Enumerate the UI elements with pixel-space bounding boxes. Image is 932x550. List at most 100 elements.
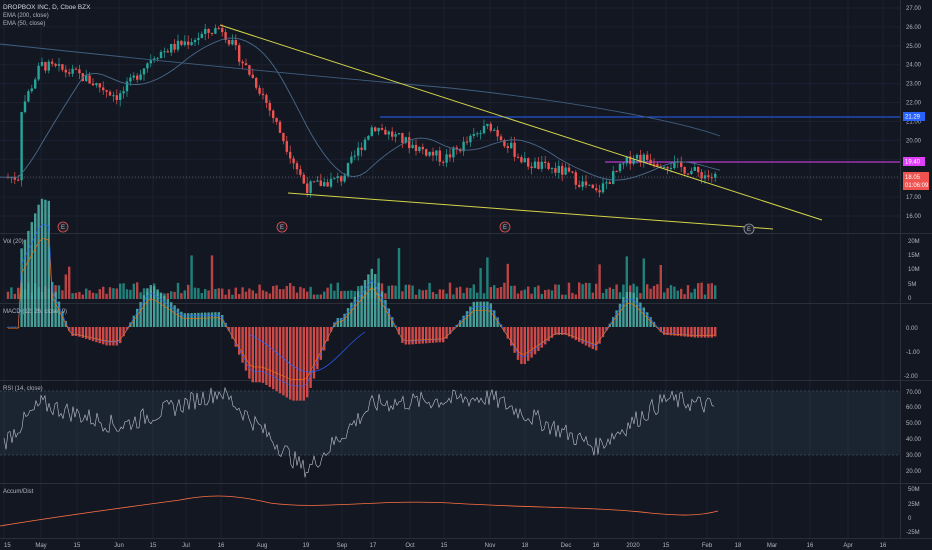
candlestick-series <box>6 23 717 198</box>
volume-bar <box>710 283 713 299</box>
macd-hist-bar <box>387 308 390 327</box>
volume-bar <box>425 289 428 299</box>
candle-body <box>635 154 639 159</box>
macd-hist-bar <box>102 327 105 345</box>
macd-axis: 0.00 -1.00 -2.00 <box>904 326 920 380</box>
macd-hist-bar <box>204 312 207 327</box>
macd-hist-bar <box>193 312 197 327</box>
chart-title[interactable]: DROPBOX INC, D, Cboe BZX <box>3 4 91 11</box>
earnings-markers[interactable]: E E E E <box>57 221 755 235</box>
volume-bar <box>190 255 193 299</box>
candle-body <box>285 141 288 152</box>
macd-hist-bar <box>180 311 183 327</box>
volume-bar <box>574 294 577 299</box>
lower-trendline[interactable] <box>287 192 774 230</box>
candle-body <box>187 41 190 45</box>
price-axis-label: 24.00 <box>906 63 922 69</box>
volume-bar <box>299 286 302 299</box>
volume-bar <box>289 283 292 299</box>
rsi-axis-label: 50.00 <box>906 421 922 427</box>
time-axis-label: 17 <box>370 543 377 549</box>
price-tags: 21.29 19.40 18.05 01:06:09 <box>903 112 929 190</box>
candle-body <box>6 177 10 179</box>
volume-bar <box>183 290 186 299</box>
candle-body <box>197 37 200 41</box>
volume-bar <box>380 283 384 299</box>
volume-bar <box>639 293 642 299</box>
candle-body <box>384 129 387 135</box>
accum-axis-label: 50M <box>908 487 920 493</box>
earnings-marker-4[interactable] <box>743 223 755 235</box>
candle-body <box>462 141 465 152</box>
candle-body <box>275 118 278 122</box>
macd-pane-title[interactable]: MACD (12, 26, close, 9) <box>3 309 67 315</box>
volume-bar <box>401 291 404 299</box>
volume-bar <box>350 290 353 299</box>
time-axis[interactable]: 15 May 15 Jun 15 Jul 16 Aug 19 Sep 17 Oct 15 Nov 18 Dec… <box>4 543 887 549</box>
volume-bar <box>489 286 492 299</box>
candle-body <box>299 169 302 175</box>
candle-body <box>309 181 312 193</box>
macd-hist-bar <box>421 327 424 344</box>
volume-bar <box>506 263 509 299</box>
upper-trendline[interactable] <box>219 24 823 221</box>
macd-hist-bar <box>91 327 95 342</box>
earnings-marker-2[interactable] <box>276 221 288 233</box>
candle-body <box>289 151 292 159</box>
macd-hist-bar <box>214 312 217 327</box>
macd-hist-bar <box>255 327 258 383</box>
countdown-tag-text: 01:06:09 <box>905 183 929 189</box>
candle-body <box>445 154 448 163</box>
macd-hist-bar <box>326 327 329 342</box>
accum-pane-title[interactable]: Accum/Dist <box>3 489 34 495</box>
macd-hist-bar <box>176 308 180 327</box>
candle-body <box>431 151 435 156</box>
macd-hist-bar <box>34 213 37 327</box>
volume-bar <box>166 293 169 299</box>
macd-hist-bar <box>686 327 690 337</box>
macd-hist-bar <box>663 327 666 335</box>
volume-bar <box>285 285 288 299</box>
rsi-line <box>3 386 715 478</box>
volume-bar <box>295 292 299 299</box>
vol-axis-label: 20M <box>908 239 920 245</box>
ema200-label[interactable]: EMA (200, close) <box>3 13 49 19</box>
macd-hist-bar <box>676 327 679 336</box>
volume-bar <box>516 293 520 299</box>
macd-hist-bar <box>68 327 71 331</box>
volume-bar <box>659 265 662 299</box>
candle-body <box>523 158 526 163</box>
level-blue-tag <box>903 112 925 121</box>
volume-bar <box>663 292 666 299</box>
volume-bar <box>455 287 458 299</box>
candle-body <box>316 180 319 182</box>
candle-body <box>156 58 159 60</box>
volume-bar <box>428 282 431 299</box>
volume-bar <box>275 285 278 299</box>
volume-bar <box>646 284 649 299</box>
volume-bar <box>346 290 350 299</box>
volume-bar <box>605 288 608 299</box>
candle-body <box>142 68 146 75</box>
price-axis-label: 23.00 <box>906 82 922 88</box>
volume-bar <box>591 292 594 299</box>
time-axis-label: Sep <box>337 543 348 549</box>
earnings-marker-1[interactable] <box>57 221 69 233</box>
candle-body <box>469 135 472 143</box>
rsi-pane-title[interactable]: RSI (14, close) <box>3 386 43 392</box>
candle-body <box>591 184 594 189</box>
macd-hist-bar <box>312 327 316 379</box>
volume-bar <box>476 292 479 299</box>
vol-pane-title[interactable]: Vol (20) <box>3 239 24 245</box>
candle-body <box>493 129 496 131</box>
volume-bar <box>292 286 295 299</box>
ema50-label[interactable]: EMA (50, close) <box>3 21 45 27</box>
earnings-marker-3[interactable] <box>499 221 511 233</box>
volume-bar <box>567 282 571 299</box>
volume-bar <box>622 284 625 299</box>
candle-body <box>108 91 112 96</box>
price-axis-label: 16.00 <box>906 214 922 220</box>
time-axis-label: Jul <box>182 543 190 549</box>
macd-hist-bar <box>44 199 47 327</box>
